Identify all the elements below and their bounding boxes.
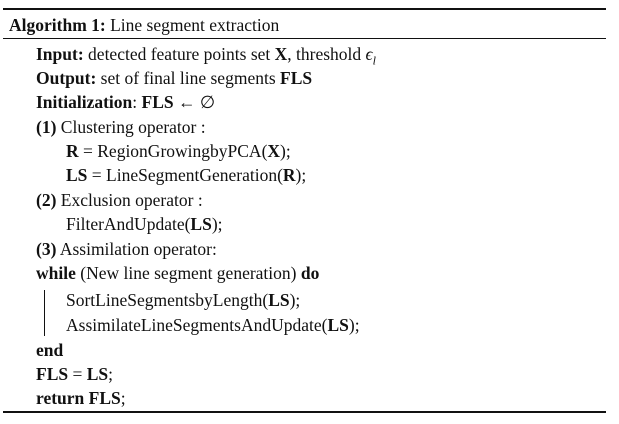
input-text: detected feature points set — [88, 44, 271, 64]
init-keyword: Initialization — [36, 92, 133, 112]
input-threshold-text: , threshold — [287, 44, 362, 64]
do-keyword: do — [300, 263, 320, 283]
step2-line: (2) Exclusion operator : — [36, 189, 203, 211]
step3-label: Assimilation operator: — [59, 239, 217, 259]
assimilate-end: ); — [348, 315, 360, 335]
r-eq: = RegionGrowingbyPCA( — [78, 141, 268, 161]
input-keyword: Input: — [36, 44, 84, 64]
step1-label: Clustering operator : — [60, 117, 206, 137]
title-rule — [3, 38, 606, 39]
step2-number: (2) — [36, 190, 57, 210]
top-rule — [3, 8, 606, 10]
step1-ls-line: LS = LineSegmentGeneration(R); — [66, 164, 306, 186]
while-condition: (New line segment generation) — [75, 263, 301, 283]
step3-line: (3) Assimilation operator: — [36, 238, 217, 260]
input-var-x: X — [274, 44, 288, 64]
end-line: end — [36, 339, 63, 361]
algorithm-title: Algorithm 1: Line segment extraction — [3, 10, 606, 38]
assimilate-call: AssimilateLineSegmentsAndUpdate( — [66, 315, 328, 335]
assign-rhs: LS — [86, 364, 109, 384]
epsilon-symbol: ϵ — [365, 44, 373, 64]
return-keyword: return — [36, 388, 85, 408]
r-arg: X — [267, 141, 281, 161]
r-var: R — [66, 141, 79, 161]
return-semi: ; — [120, 388, 126, 408]
end-keyword: end — [36, 340, 64, 360]
filter-arg: LS — [190, 214, 212, 234]
while-body-assimilate: AssimilateLineSegmentsAndUpdate(LS); — [66, 314, 360, 336]
sort-end: ); — [289, 290, 301, 310]
algorithm-label: Algorithm 1: — [9, 15, 106, 35]
bottom-rule — [3, 411, 606, 413]
ls-end: ); — [295, 165, 307, 185]
output-keyword: Output: — [36, 68, 97, 88]
output-text: set of final line segments — [100, 68, 276, 88]
step1-number: (1) — [36, 117, 57, 137]
sort-arg: LS — [268, 290, 290, 310]
return-var: FLS — [88, 388, 121, 408]
step2-label: Exclusion operator : — [60, 190, 203, 210]
algorithm-name: Line segment extraction — [110, 15, 280, 35]
init-rest: ← ∅ — [173, 92, 216, 112]
step1-line: (1) Clustering operator : — [36, 116, 206, 138]
assign-eq: = — [68, 364, 87, 384]
input-line: Input: detected feature points set X, th… — [36, 43, 376, 72]
sort-call: SortLineSegmentsbyLength( — [66, 290, 269, 310]
while-keyword: while — [36, 263, 76, 283]
step3-number: (3) — [36, 239, 57, 259]
filter-end: ); — [211, 214, 223, 234]
step1-region-line: R = RegionGrowingbyPCA(X); — [66, 140, 291, 162]
init-line: Initialization: FLS ← ∅ — [36, 91, 215, 113]
ls-var: LS — [66, 165, 88, 185]
output-line: Output: set of final line segments FLS — [36, 67, 312, 89]
return-line: return FLS; — [36, 387, 126, 409]
r-end: ); — [280, 141, 291, 161]
ls-arg: R — [282, 165, 296, 185]
assign-lhs: FLS — [36, 364, 69, 384]
while-line: while (New line segment generation) do — [36, 262, 319, 284]
filter-call: FilterAndUpdate( — [66, 214, 191, 234]
while-block-bar — [44, 290, 45, 336]
epsilon-subscript: l — [372, 53, 376, 68]
while-body-sort: SortLineSegmentsbyLength(LS); — [66, 289, 300, 311]
assign-semi: ; — [108, 364, 114, 384]
assign-line: FLS = LS; — [36, 363, 113, 385]
ls-eq: = LineSegmentGeneration( — [87, 165, 283, 185]
init-var: FLS — [141, 92, 174, 112]
output-var: FLS — [280, 68, 313, 88]
init-colon: : — [132, 92, 138, 112]
step2-call-line: FilterAndUpdate(LS); — [66, 213, 223, 235]
assimilate-arg: LS — [327, 315, 349, 335]
algorithm-box: Algorithm 1: Line segment extraction — [3, 8, 606, 39]
